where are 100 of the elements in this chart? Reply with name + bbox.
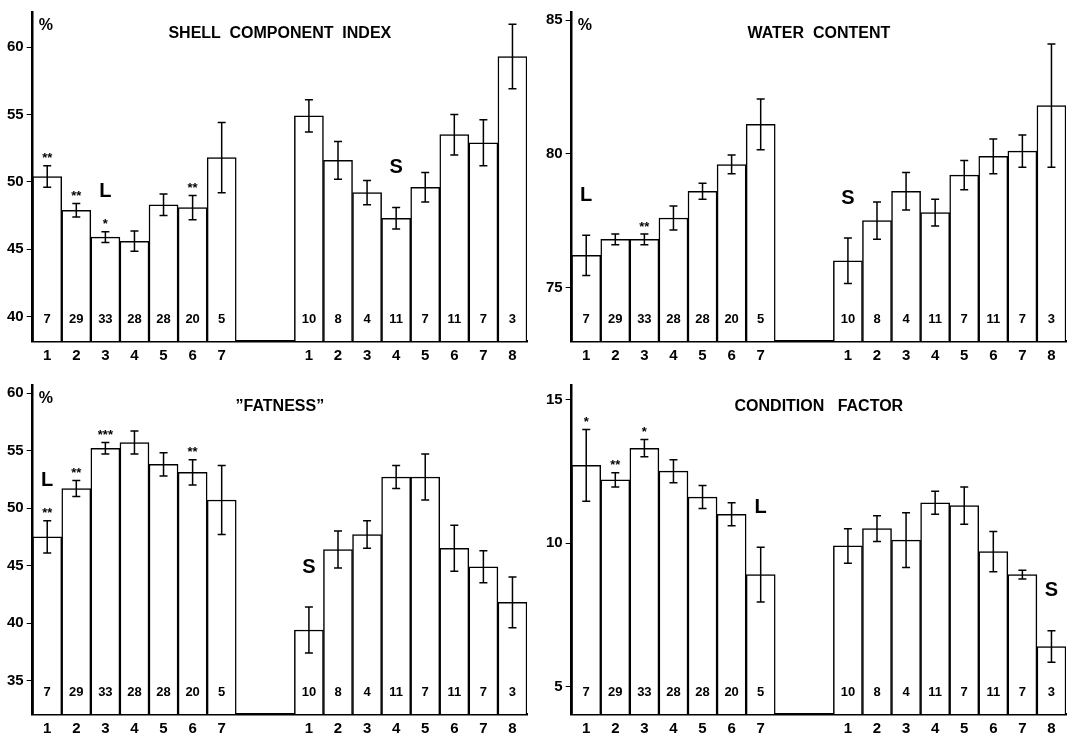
y-tick-label: 40 [7,613,24,631]
x-tick-label: 1 [843,719,853,737]
annotation: 3 [508,310,517,326]
annotation: 4 [902,310,911,326]
annotation: 20 [724,310,739,326]
y-axis-title: % [577,16,592,34]
x-tick-label: 7 [1018,346,1027,364]
annotation: 11 [986,683,1001,699]
series-label: S [841,185,855,208]
annotation: ** [42,150,54,166]
annotation: 11 [389,310,404,326]
annotation: 7 [1018,310,1026,326]
annotation: 28 [695,310,710,326]
x-tick-label: 5 [159,346,168,364]
annotation: 29 [69,683,84,699]
x-tick-label: 5 [698,719,707,737]
annotation: 7 [960,683,968,699]
x-tick-label: 6 [727,346,736,364]
annotation: 7 [421,683,429,699]
annotation: 28 [666,683,681,699]
annotation: 33 [637,310,652,326]
x-tick-label: 3 [640,346,649,364]
annotation: 7 [960,310,968,326]
x-tick-label: 2 [72,719,81,737]
y-tick-label: 35 [7,670,24,688]
x-tick-label: 5 [960,719,969,737]
y-tick-label: 60 [7,383,24,401]
annotation: 5 [757,683,765,699]
x-tick-label: 4 [130,719,140,737]
y-tick-label: 50 [7,172,24,190]
annotation: 10 [301,683,317,699]
annotation: 4 [363,683,372,699]
y-tick-label: 10 [546,533,563,551]
x-tick-label: 3 [362,719,372,737]
y-tick-label: 55 [7,104,24,122]
annotation: 29 [608,683,623,699]
annotation: 4 [902,683,911,699]
x-tick-label: 2 [611,719,620,737]
x-tick-label: 7 [756,719,765,737]
annotation: 29 [608,310,623,326]
annotation: 7 [479,683,487,699]
annotation: 28 [156,683,171,699]
annotation: * [102,216,109,232]
y-tick-label: 40 [7,306,24,324]
x-tick-label: 6 [450,346,459,364]
y-tick-label: 45 [7,239,24,257]
annotation: ** [42,505,54,521]
x-tick-label: 7 [217,719,226,737]
x-tick-label: 8 [508,346,517,364]
annotation: 3 [1047,683,1056,699]
series-label: L [580,182,593,205]
x-tick-label: 2 [333,346,343,364]
y-tick-label: 5 [554,676,563,694]
x-tick-label: 1 [582,346,591,364]
x-tick-label: 3 [101,719,110,737]
x-tick-label: 7 [1018,719,1027,737]
series-label: L [99,179,112,202]
annotation: 11 [928,683,943,699]
y-axis-title: % [38,389,53,407]
x-tick-label: 4 [391,346,401,364]
annotation: 11 [389,683,404,699]
annotation: 28 [666,310,681,326]
x-tick-label: 2 [72,346,81,364]
annotation: 11 [447,310,462,326]
text: SHELL COMPONENT INDEX [168,24,392,42]
x-tick-label: 3 [901,346,911,364]
annotation: 8 [873,310,881,326]
y-tick-label: 80 [546,143,563,161]
annotation: ** [71,188,83,204]
annotation: ** [187,444,199,460]
annotation: 10 [301,310,317,326]
y-tick-label: 85 [546,10,563,28]
annotation: *** [97,427,114,443]
annotation: ** [187,179,199,195]
y-tick-label: 15 [546,389,563,407]
annotation: 3 [508,683,517,699]
annotation: 10 [840,310,856,326]
text: WATER CONTENT [747,24,891,42]
annotation: 28 [156,310,171,326]
x-tick-label: 6 [989,346,998,364]
annotation: 29 [69,310,84,326]
y-tick-label: 60 [7,37,24,55]
series-label: S [1044,578,1059,601]
x-tick-label: 6 [727,719,736,737]
series-label: S [389,155,403,178]
x-tick-label: 8 [1047,346,1056,364]
annotation: 7 [421,310,429,326]
annotation: 7 [582,683,590,699]
x-tick-label: 2 [872,346,882,364]
y-tick-label: 55 [7,440,24,458]
series-label: L [41,468,54,491]
annotation: 7 [1018,683,1026,699]
annotation: 5 [218,683,226,699]
x-tick-label: 3 [640,719,649,737]
y-tick-label: 50 [7,498,24,516]
annotation: 33 [98,310,113,326]
annotation: 5 [757,310,765,326]
annotation: 8 [873,683,881,699]
series-label: L [754,494,767,517]
annotation: * [583,414,590,430]
